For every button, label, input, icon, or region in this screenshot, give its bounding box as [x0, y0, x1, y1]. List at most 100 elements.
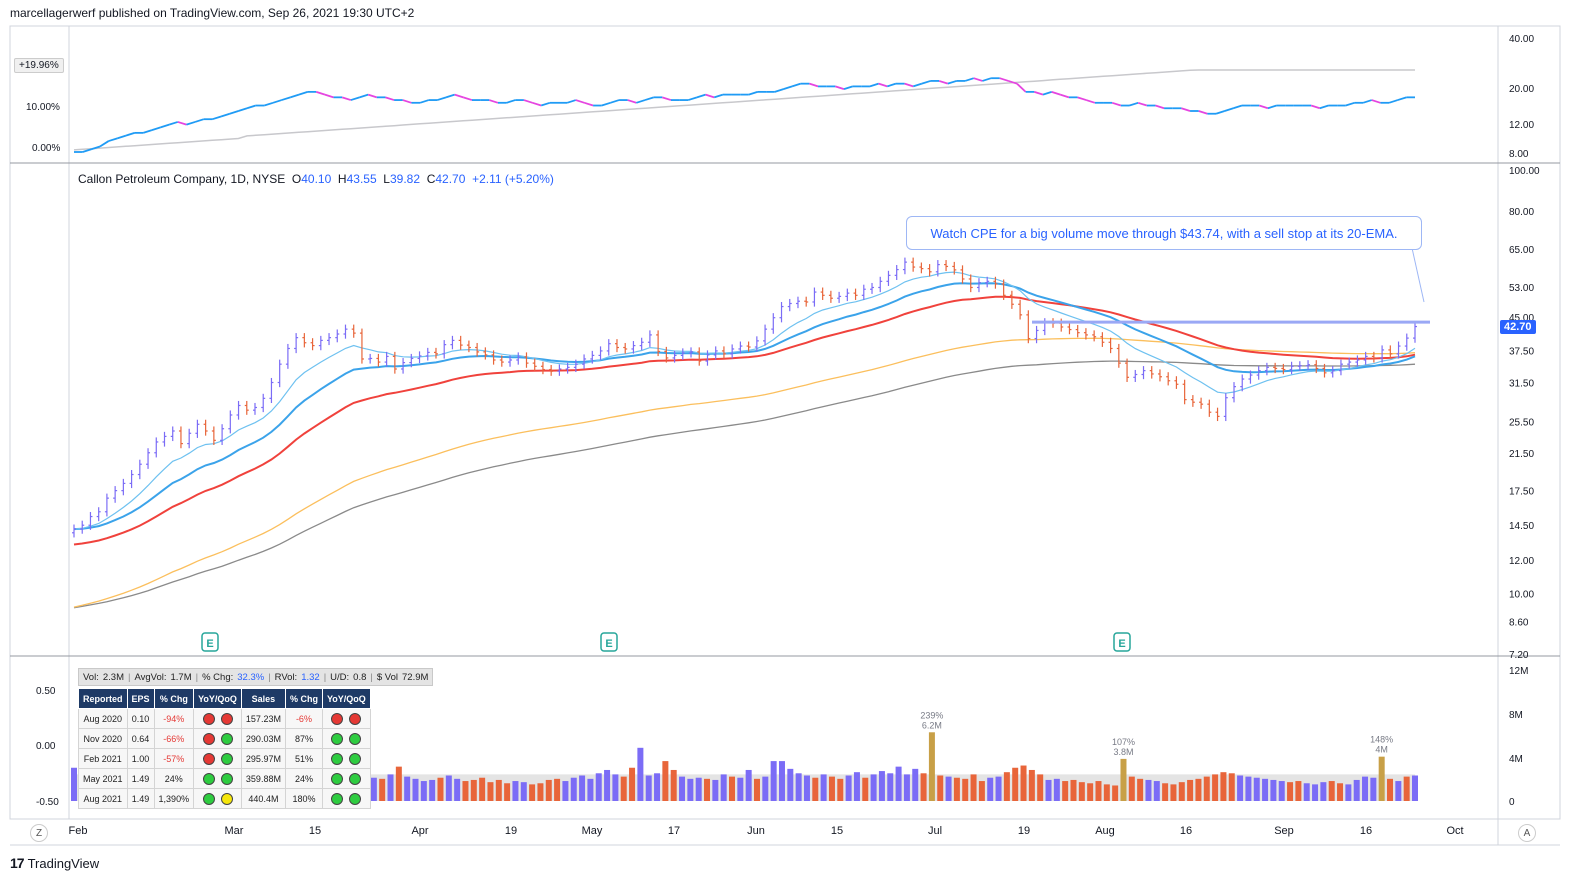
volume-bar: [1403, 776, 1410, 801]
rs-line-segment: [298, 91, 308, 96]
high-label: H: [337, 172, 347, 186]
symbol-name: Callon Petroleum Company, 1D, NYSE: [78, 172, 286, 186]
sma50-line: [73, 295, 1416, 546]
volume-bar: [1287, 782, 1294, 801]
rs-line-segment: [1198, 110, 1208, 115]
volume-bar: [562, 781, 569, 801]
rs-line-segment: [1319, 104, 1329, 110]
header-sales: Sales: [240, 688, 286, 709]
green-dot-icon: [331, 792, 344, 805]
ud-label: U/D:: [330, 671, 350, 683]
cell-sales-chg: 87%: [284, 728, 323, 749]
red-dot-icon: [331, 712, 344, 725]
ema10-line: [73, 271, 1416, 530]
rs-line-segment: [912, 82, 923, 88]
time-tick-label: 15: [831, 825, 843, 837]
separator: |: [127, 671, 131, 683]
volume-bar: [695, 777, 702, 801]
volume-bar: [903, 774, 910, 801]
rs-line-segment: [341, 96, 352, 101]
header-sales-chg: % Chg: [284, 688, 323, 709]
volume-tick-label: 12M: [1509, 666, 1528, 677]
header-eps-chg: % Chg: [153, 688, 195, 709]
rs-line-segment: [402, 99, 412, 104]
rs-line-segment: [116, 134, 127, 140]
rs-line-segment: [1129, 101, 1139, 107]
volume-bar: [812, 777, 819, 801]
earnings-marker-icon: E: [201, 632, 219, 652]
volume-bar: [620, 776, 627, 801]
cell-eps: 1.49: [126, 788, 155, 809]
red-dot-icon: [202, 752, 215, 765]
zoom-button[interactable]: Z: [30, 824, 48, 842]
volume-bar: [970, 774, 977, 801]
volume-bar: [870, 774, 877, 801]
volume-bar: [612, 774, 619, 801]
volume-bar: [1362, 776, 1369, 801]
volume-bar: [895, 766, 902, 801]
volume-bar: [387, 774, 394, 801]
cell-eps-dots: [193, 728, 242, 749]
rs-line-segment: [584, 101, 594, 107]
volume-bar: [1295, 781, 1302, 801]
rs-line-segment: [886, 82, 897, 88]
price-tick-label: 65.00: [1509, 245, 1534, 256]
volume-bar: [1103, 784, 1110, 801]
volume-bar: [712, 779, 719, 801]
volume-bar: [479, 777, 486, 801]
earnings-marker-box: [201, 632, 219, 652]
stats-bar: Vol: 2.3M | AvgVol: 1.7M | % Chg: 32.3% …: [78, 668, 434, 686]
volume-left-tick: 0.50: [36, 686, 56, 697]
cell-eps-dots: [193, 708, 242, 729]
cell-eps-chg: -94%: [153, 708, 195, 729]
volume-bar: [487, 782, 494, 801]
green-dot-icon: [349, 792, 362, 805]
header-sales-yoy: YoY/QoQ: [321, 688, 371, 709]
volume-bar: [1370, 777, 1377, 801]
earnings-row: May 2021 1.49 24% 359.88M 24%: [78, 768, 371, 789]
green-dot-icon: [331, 752, 344, 765]
price-tick-label: 80.00: [1509, 207, 1534, 218]
price-tick-label: 7.20: [1509, 650, 1529, 661]
rs-line-segment: [1215, 110, 1225, 115]
volume-bar: [1245, 776, 1252, 801]
cell-sales-dots: [321, 768, 371, 789]
tradingview-logo[interactable]: 17 TradingView: [10, 855, 99, 871]
volume-bar: [704, 778, 711, 801]
volume-bar: [1028, 769, 1035, 801]
volume-bar: [1153, 781, 1160, 801]
callout-annotation[interactable]: Watch CPE for a big volume move through …: [906, 216, 1422, 250]
rs-line-segment: [964, 77, 975, 82]
rs-line-segment: [809, 82, 819, 88]
cell-eps-chg: 24%: [153, 768, 195, 789]
volume-bar: [1120, 758, 1127, 801]
rs-line-segment: [1155, 104, 1165, 110]
volume-bar: [395, 766, 402, 801]
separator: |: [370, 671, 373, 683]
volume-bar: [1078, 782, 1085, 801]
rs-line-segment: [437, 96, 447, 101]
time-tick-label: Oct: [1446, 825, 1463, 837]
volume-bar: [470, 779, 477, 801]
volume-bar: [71, 767, 77, 801]
volume-bar: [579, 775, 586, 801]
auto-scale-button[interactable]: A: [1518, 824, 1536, 842]
volume-bar: [687, 778, 694, 801]
green-dot-icon: [349, 772, 362, 785]
rs-line-segment: [1008, 80, 1018, 85]
volume-bar: [1278, 781, 1285, 801]
earnings-row: Feb 2021 1.00 -57% 295.97M 51%: [78, 748, 371, 769]
volume-bar: [1203, 776, 1210, 801]
earnings-marker-box: [600, 632, 618, 652]
volume-bar: [762, 776, 769, 801]
volume-bar: [1170, 784, 1177, 801]
volume-spike-pct: 148%: [1370, 735, 1393, 745]
volume-bar: [412, 778, 419, 801]
time-tick-label: Sep: [1274, 825, 1294, 837]
volume-bar: [1387, 778, 1394, 801]
rs-line-segment: [324, 93, 334, 99]
cell-sales: 290.03M: [240, 728, 286, 749]
volume-tick-label: 8M: [1509, 710, 1523, 721]
publisher-line: marcellagerwerf published on TradingView…: [10, 6, 415, 20]
